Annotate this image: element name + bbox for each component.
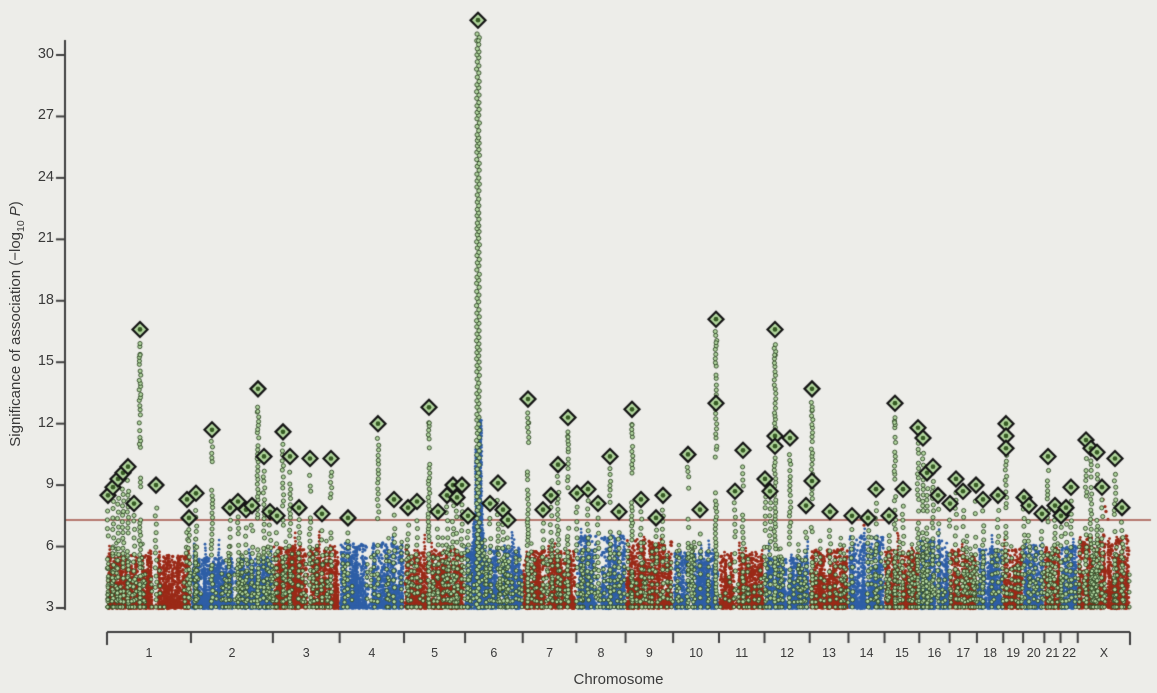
- chromosome-label: 19: [1006, 646, 1021, 660]
- y-tick-label: 9: [45, 476, 54, 493]
- y-tick-label: 12: [37, 414, 54, 431]
- chromosome-label: 1: [145, 646, 153, 660]
- y-tick-label: 18: [37, 291, 54, 308]
- chromosome-label: 22: [1062, 646, 1077, 660]
- chromosome-label: 13: [822, 646, 837, 660]
- chromosome-label: 10: [689, 646, 703, 660]
- chromosome-label: 21: [1045, 646, 1060, 660]
- chromosome-label: 17: [956, 646, 971, 660]
- chromosome-label: 8: [597, 646, 605, 660]
- chromosome-label: 5: [431, 646, 439, 660]
- chromosome-label: 3: [302, 646, 310, 660]
- y-tick-label: 6: [45, 537, 54, 554]
- chromosome-label: 15: [894, 646, 909, 660]
- y-tick-label: 24: [37, 168, 54, 185]
- chromosome-label: 20: [1026, 646, 1041, 660]
- chromosome-label: 7: [546, 646, 554, 660]
- chromosome-label: 6: [490, 646, 498, 660]
- chromosome-label: 12: [780, 646, 795, 660]
- y-tick-label: 27: [37, 107, 54, 124]
- y-axis-title-p: P: [7, 206, 24, 217]
- x-axis-title: Chromosome: [573, 671, 664, 688]
- chromosome-label: 4: [368, 646, 376, 660]
- chromosome-label: X: [1099, 646, 1109, 660]
- y-tick-label: 21: [37, 230, 54, 247]
- y-tick-label: 30: [37, 46, 54, 62]
- chromosome-label: 14: [859, 646, 874, 660]
- chromosome-label: 18: [983, 646, 998, 660]
- y-axis-title-close: ): [7, 201, 24, 207]
- chromosome-label: 2: [228, 646, 236, 660]
- y-tick-label: 15: [37, 353, 54, 370]
- chromosome-label: 11: [735, 646, 749, 660]
- chromosome-label: 16: [927, 646, 942, 660]
- chromosome-label: 9: [645, 646, 653, 660]
- y-tick-label: 3: [45, 599, 54, 615]
